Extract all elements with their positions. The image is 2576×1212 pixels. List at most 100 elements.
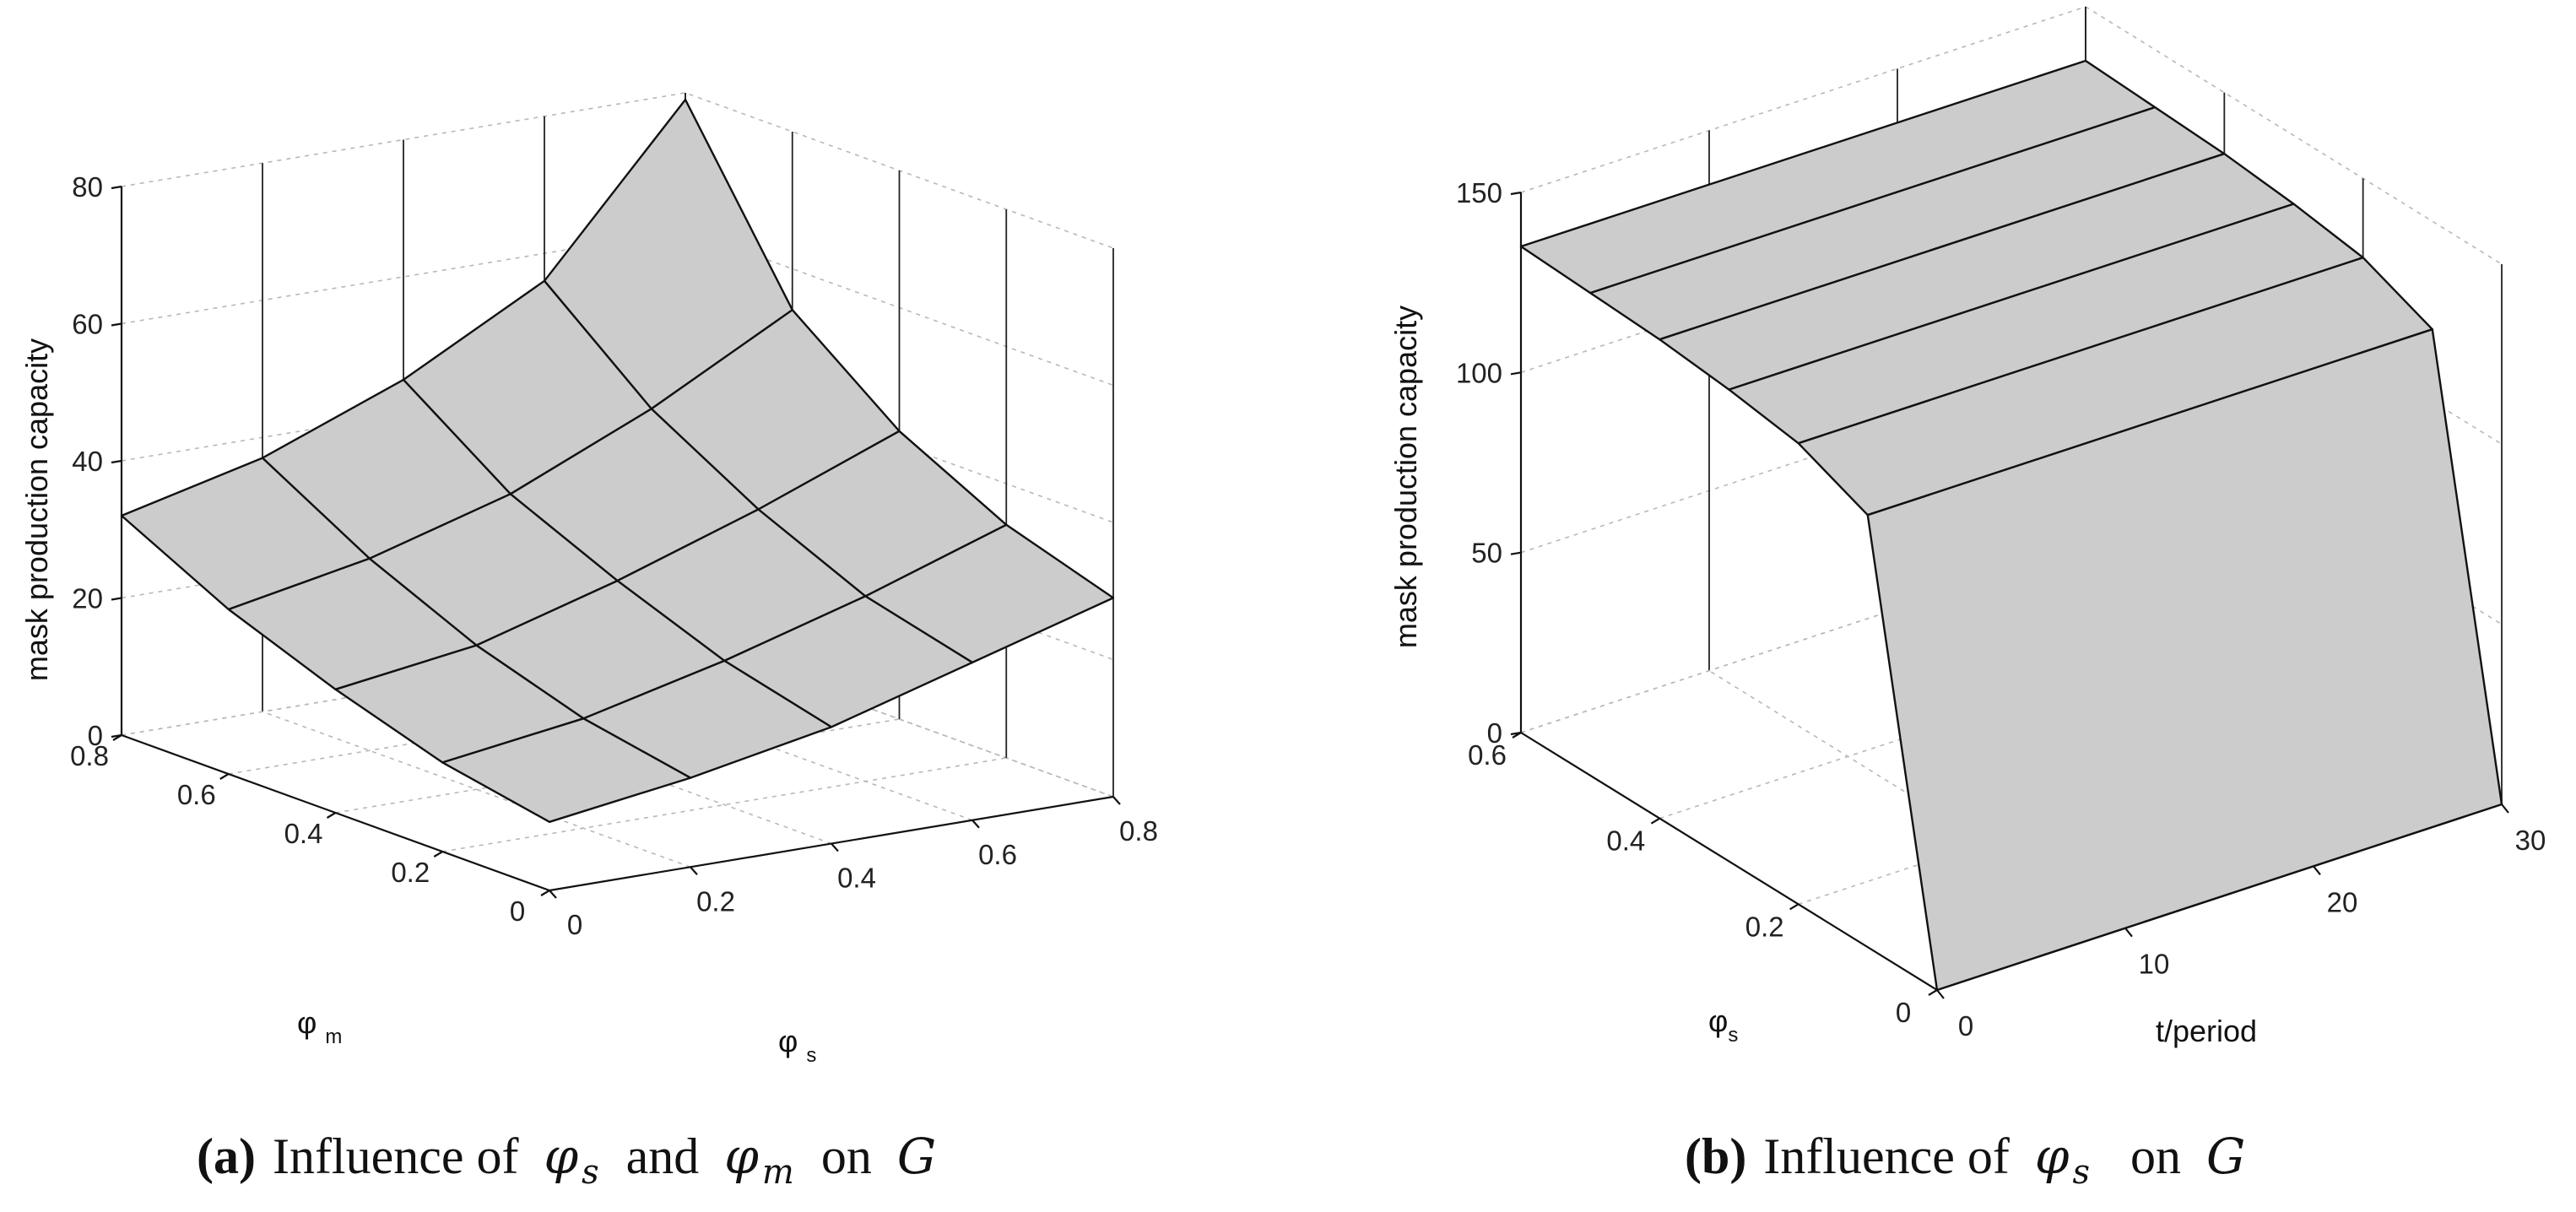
x-tick-mark-a [690,866,698,875]
z-tick-mark-a [111,597,122,601]
grid-z-line-a [121,229,1114,387]
y-tick-label-b: 0 [1896,997,1911,1028]
x-tick-label-b: 0 [1958,1010,1973,1042]
z-tick-mark-a [111,185,122,190]
xlabel-a-text: φ [778,1024,798,1058]
x-tick-mark-b [1936,989,1945,999]
axis-label-subscript: s [1728,1024,1738,1047]
z-tick-label-b: 0 [1487,717,1502,749]
caption-b: (b) Influence of φ s on G [1685,1128,2245,1192]
x-tick-label-a: 0 [567,909,582,940]
caption-a-sub1: s [582,1153,599,1192]
x-tick-mark-a [971,820,980,829]
y-tick-mark-b [1789,903,1799,911]
x-tick-mark-b [2313,865,2321,876]
floor-grid-x-a [262,711,691,868]
y-tick-label-a: 0.6 [177,779,216,810]
y-tick-label-b: 0.4 [1606,825,1645,857]
y-axis-b [1520,732,1938,991]
x-tick-mark-b [2124,927,2133,938]
z-tick-label-b: 150 [1456,177,1502,208]
y-tick-mark-b [1928,989,1938,996]
y-tick-mark-a [540,890,550,896]
x-tick-label-b: 20 [2327,886,2358,917]
y-tick-mark-a [326,812,337,819]
surface-face [441,717,692,823]
z-tick-mark-b [1510,731,1522,736]
surface-a [120,98,1115,823]
svg-text:φ s: φ s [778,1024,816,1067]
svg-text:φ m: φ m [297,1005,342,1048]
floor-grid-x-a [685,641,1114,798]
x-tick-label-b: 30 [2515,825,2546,856]
caption-b-target: G [2206,1128,2245,1185]
x-tick-label-a: 0.6 [978,839,1017,870]
x-tick-label-a: 0.2 [696,885,735,917]
z-tick-mark-b [1510,551,1522,555]
z-tick-label-b: 50 [1471,538,1502,569]
caption-b-sym1: φ [2035,1128,2070,1185]
xlabel-b: t/period [2156,1014,2257,1048]
x-tick-mark-a [549,890,557,899]
caption-a-target: G [897,1128,936,1185]
floor-grid-x-a [403,687,832,845]
caption-b-label: (b) [1685,1128,1746,1184]
y-tick-label-a: 0 [510,895,525,927]
caption-a-sub2: m [762,1153,794,1192]
axes-b [1510,191,2509,999]
z-tick-label-a: 20 [72,583,103,614]
z-tick-mark-a [111,322,122,327]
z-tick-mark-a [111,459,122,464]
xlabel-a: φ s [778,1024,816,1067]
x-tick-label-a: 0.8 [1119,815,1158,847]
caption-a-and: and [626,1128,700,1184]
x-tick-label-b: 10 [2139,949,2170,980]
x-tick-mark-a [831,842,839,852]
z-tick-mark-b [1510,371,1522,376]
floor-grid-y-a [442,757,1007,852]
y-tick-label-a: 0.2 [391,857,430,888]
z-tick-mark-a [111,733,122,739]
z-tick-label-b: 100 [1456,357,1502,388]
z-tick-label-a: 40 [72,446,103,477]
caption-a: (a) Influence of φ s and φ m on G [197,1128,936,1192]
y-tick-label-b: 0.2 [1745,911,1784,942]
z-tick-label-a: 0 [88,720,103,751]
grid-z-line-a [121,366,1114,523]
x-axis-b [1936,803,2503,992]
caption-a-sym1: φ [544,1128,578,1185]
caption-a-text: Influence of [273,1128,519,1184]
caption-b-text: Influence of [1763,1128,2010,1184]
caption-a-sym2: φ [724,1128,759,1185]
z-tick-label-a: 60 [72,309,103,340]
grid-z-line-a [121,92,1114,249]
y-tick-mark-a [219,773,230,780]
caption-a-label: (a) [197,1128,256,1184]
zlabel-b: mask production capacity [1388,306,1423,648]
y-tick-label-a: 0.4 [284,818,323,849]
floor-grid-x-a [544,663,973,821]
ylabel-a: φ m [297,1005,342,1048]
y-tick-label-b: 0.6 [1468,739,1507,771]
y-tick-mark-b [1650,817,1660,825]
z-tick-mark-b [1510,191,1522,196]
ylabel-a-text: φ [297,1005,317,1040]
caption-a-on: on [821,1128,872,1184]
x-tick-mark-b [2501,803,2509,814]
axes-a [111,185,1121,899]
zlabel-a: mask production capacity [19,338,54,681]
caption-b-on: on [2130,1128,2181,1184]
y-tick-label-a: 0.8 [70,740,109,771]
x-tick-label-a: 0.4 [837,863,876,894]
axis-label-subscript: m [325,1025,342,1048]
surface-b [1519,59,2503,992]
axis-label-subscript: s [806,1044,816,1067]
ylabel-b: φs [1708,1004,1738,1047]
y-tick-mark-a [433,851,443,858]
x-tick-mark-a [1112,796,1121,805]
